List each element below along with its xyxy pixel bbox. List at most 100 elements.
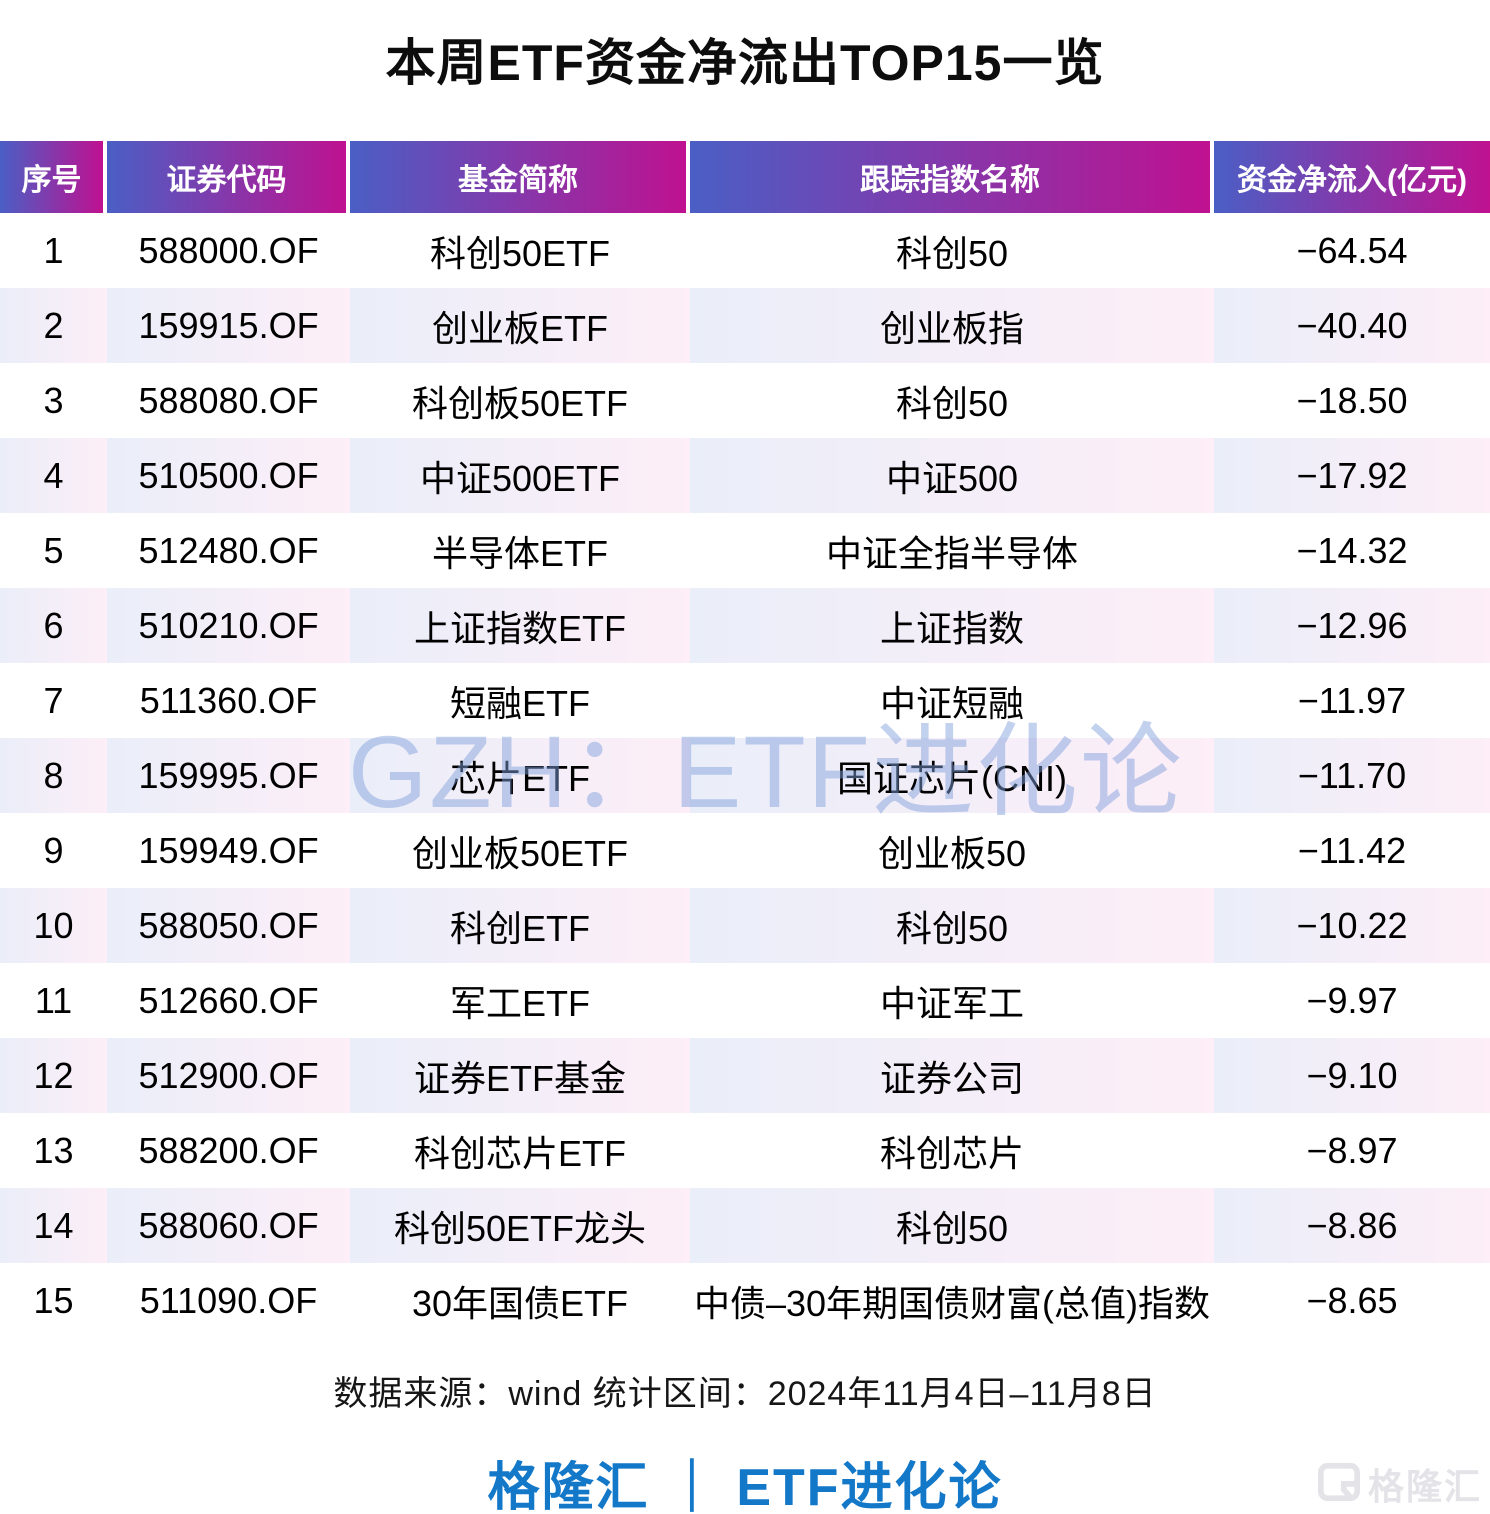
cell-net-flow: −64.54 (1296, 229, 1408, 271)
cell-rank: 9 (43, 829, 64, 871)
cell-rank: 4 (0, 438, 107, 513)
cell-fund-name: 中证500ETF (350, 438, 690, 513)
table-row: 6 510210.OF 上证指数ETF 上证指数 −12.96 (0, 588, 1490, 663)
cell-rank: 2 (0, 288, 107, 363)
cell-code: 511090.OF (139, 1279, 318, 1321)
cell-index: 中债–30年期国债财富(总值)指数 (693, 1282, 1211, 1324)
cell-rank: 1 (43, 229, 64, 271)
cell-fund-name: 科创50ETF (429, 232, 611, 274)
cell-net-flow: −17.92 (1214, 438, 1490, 513)
cell-net-flow: −40.40 (1214, 288, 1490, 363)
cell-fund-name: 创业板ETF (350, 288, 690, 363)
cell-net-flow: −8.65 (1306, 1279, 1398, 1321)
cell-rank: 5 (43, 529, 64, 571)
table-row: 1 588000.OF 科创50ETF 科创50 −64.54 (0, 213, 1490, 288)
cell-net-flow: −12.96 (1214, 588, 1490, 663)
cell-fund-name: 科创板50ETF (411, 382, 629, 424)
cell-code: 588060.OF (107, 1188, 350, 1263)
cell-index: 科创芯片 (879, 1132, 1024, 1174)
table-row: 2 159915.OF 创业板ETF 创业板指 −40.40 (0, 288, 1490, 363)
gelonghui-logo-text: 格隆汇 (1367, 1466, 1482, 1507)
cell-index: 科创50 (690, 888, 1214, 963)
cell-index: 中证500 (690, 438, 1214, 513)
cell-rank: 3 (43, 379, 64, 421)
cell-index: 科创50 (690, 1188, 1214, 1263)
cell-fund-name: 科创50ETF龙头 (350, 1188, 690, 1263)
cell-code: 588000.OF (138, 229, 319, 271)
brand-line: 格隆汇 ｜ ETF进化论 (487, 1459, 1003, 1514)
header-cell-index: 跟踪指数名称 (690, 141, 1214, 213)
table-row: 5 512480.OF 半导体ETF 中证全指半导体 −14.32 (0, 513, 1490, 588)
data-source-note: 数据来源：wind 统计区间：2024年11月4日–11月8日 (333, 1375, 1157, 1413)
cell-code: 588050.OF (107, 888, 350, 963)
cell-net-flow: −11.70 (1214, 738, 1490, 813)
cell-fund-name: 上证指数ETF (350, 588, 690, 663)
cell-fund-name: 短融ETF (450, 682, 590, 724)
cell-net-flow: −10.22 (1214, 888, 1490, 963)
cell-net-flow: −11.42 (1297, 829, 1407, 871)
cell-code: 512660.OF (138, 979, 319, 1021)
cell-net-flow: −9.97 (1306, 979, 1398, 1021)
cell-code: 511360.OF (139, 679, 318, 721)
cell-net-flow: −8.97 (1306, 1129, 1398, 1171)
header-cell-code: 证券代码 (107, 141, 350, 213)
cell-index: 科创50 (895, 232, 1009, 274)
cell-fund-name: 30年国债ETF (411, 1282, 629, 1324)
cell-net-flow: −9.10 (1214, 1038, 1490, 1113)
table-row: 4 510500.OF 中证500ETF 中证500 −17.92 (0, 438, 1490, 513)
cell-rank: 12 (0, 1038, 107, 1113)
cell-rank: 7 (43, 679, 64, 721)
cell-index: 创业板指 (690, 288, 1214, 363)
table-row: 7 511360.OF 短融ETF 中证短融 −11.97 (0, 663, 1490, 738)
table-row: 12 512900.OF 证券ETF基金 证券公司 −9.10 (0, 1038, 1490, 1113)
cell-code: 512480.OF (138, 529, 319, 571)
cell-net-flow: −14.32 (1296, 529, 1408, 571)
header-cell-net-flow: 资金净流入(亿元) (1214, 141, 1490, 213)
table-body: 1 588000.OF 科创50ETF 科创50 −64.54 2 159915… (0, 213, 1490, 1338)
cell-fund-name: 创业板50ETF (411, 832, 629, 874)
cell-rank: 14 (0, 1188, 107, 1263)
cell-code: 159949.OF (138, 829, 319, 871)
cell-net-flow: −11.97 (1297, 679, 1407, 721)
cell-index: 证券公司 (690, 1038, 1214, 1113)
cell-index: 上证指数 (690, 588, 1214, 663)
header-cell-fund-name: 基金简称 (350, 141, 690, 213)
table-row: 3 588080.OF 科创板50ETF 科创50 −18.50 (0, 363, 1490, 438)
cell-rank: 11 (34, 979, 73, 1021)
cell-code: 588200.OF (138, 1129, 319, 1171)
cell-fund-name: 军工ETF (450, 982, 590, 1024)
etf-outflow-table: 序号 证券代码 基金简称 跟踪指数名称 资金净流入(亿元) 1 588000.O… (0, 141, 1490, 1338)
cell-code: 510500.OF (107, 438, 350, 513)
table-row: 15 511090.OF 30年国债ETF 中债–30年期国债财富(总值)指数 … (0, 1263, 1490, 1338)
table-row: 11 512660.OF 军工ETF 中证军工 −9.97 (0, 963, 1490, 1038)
cell-code: 159915.OF (107, 288, 350, 363)
cell-index: 科创50 (895, 382, 1009, 424)
cell-index: 创业板50 (877, 832, 1027, 874)
cell-fund-name: 科创芯片ETF (414, 1132, 626, 1174)
cell-code: 512900.OF (107, 1038, 350, 1113)
cell-rank: 6 (0, 588, 107, 663)
cell-code: 159995.OF (107, 738, 350, 813)
table-header-row: 序号 证券代码 基金简称 跟踪指数名称 资金净流入(亿元) (0, 141, 1490, 213)
table-row: 9 159949.OF 创业板50ETF 创业板50 −11.42 (0, 813, 1490, 888)
table-row: 10 588050.OF 科创ETF 科创50 −10.22 (0, 888, 1490, 963)
gelonghui-corner-logo: 格隆汇 (1317, 1458, 1482, 1510)
cell-rank: 10 (0, 888, 107, 963)
header-cell-rank: 序号 (0, 141, 107, 213)
cell-index: 中证军工 (879, 982, 1024, 1024)
cell-rank: 15 (33, 1279, 74, 1321)
page-title: 本周ETF资金净流出TOP15一览 (385, 35, 1105, 91)
cell-fund-name: 半导体ETF (432, 532, 608, 574)
cell-fund-name: 芯片ETF (350, 738, 690, 813)
table-row: 13 588200.OF 科创芯片ETF 科创芯片 −8.97 (0, 1113, 1490, 1188)
cell-fund-name: 证券ETF基金 (350, 1038, 690, 1113)
gelonghui-g-icon (1317, 1461, 1360, 1508)
cell-net-flow: −8.86 (1214, 1188, 1490, 1263)
cell-fund-name: 科创ETF (350, 888, 690, 963)
cell-index: 中证全指半导体 (825, 532, 1078, 574)
cell-rank: 8 (0, 738, 107, 813)
cell-index: 国证芯片(CNI) (690, 738, 1214, 813)
cell-code: 588080.OF (138, 379, 319, 421)
cell-code: 510210.OF (107, 588, 350, 663)
